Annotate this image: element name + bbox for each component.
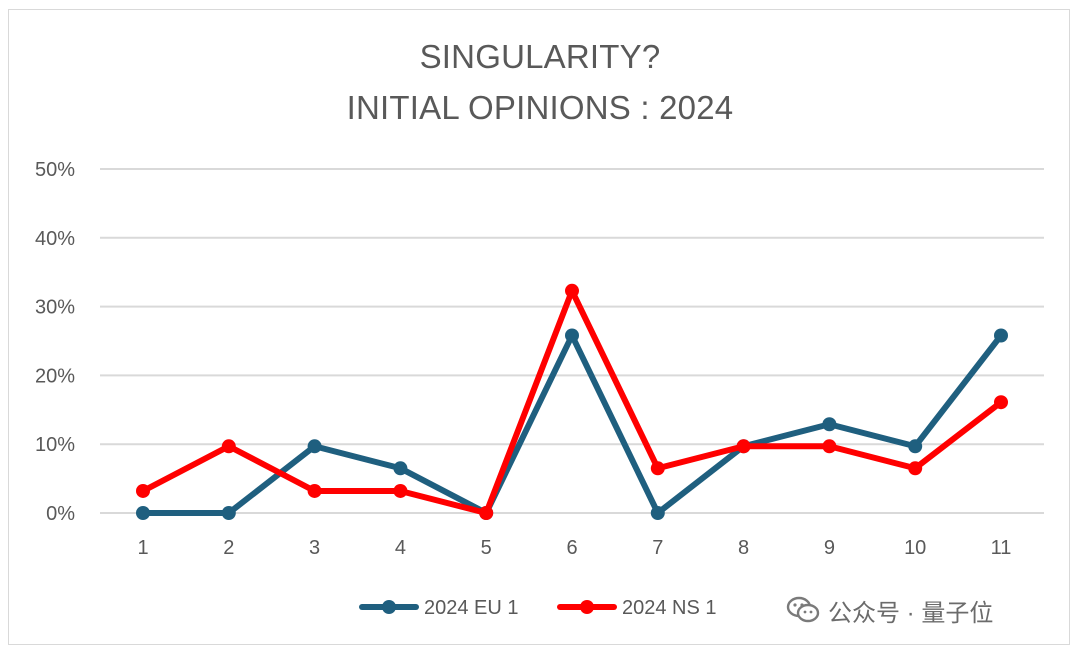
y-tick-label: 40% <box>35 228 75 250</box>
y-tick-label: 20% <box>35 365 75 387</box>
watermark: 公众号 · 量子位 <box>786 593 993 627</box>
y-tick-label: 30% <box>35 297 75 319</box>
legend-swatch-marker <box>580 600 594 614</box>
x-tick-label: 3 <box>309 537 320 559</box>
x-tick-label: 5 <box>481 537 492 559</box>
y-tick-label: 0% <box>46 503 75 525</box>
data-point <box>136 483 150 498</box>
legend-label: 2024 NS 1 <box>622 597 717 619</box>
legend-swatch-marker <box>382 600 396 614</box>
data-point <box>221 506 236 520</box>
watermark-text: 公众号 · 量子位 <box>828 599 994 627</box>
data-point <box>908 461 923 476</box>
data-point <box>994 328 1008 343</box>
data-point <box>908 439 923 454</box>
data-point <box>307 439 322 454</box>
series-layer <box>136 283 1008 520</box>
x-tick-label: 4 <box>395 537 406 559</box>
data-point <box>393 483 408 498</box>
data-point <box>994 395 1008 410</box>
data-point <box>822 439 837 454</box>
data-point <box>565 328 579 343</box>
gridlines <box>100 168 1044 514</box>
wechat-icon <box>786 596 820 623</box>
x-tick-label: 6 <box>566 537 577 559</box>
data-point <box>736 439 751 454</box>
x-tick-label: 8 <box>738 537 749 559</box>
data-point <box>565 283 579 298</box>
data-point <box>822 417 837 432</box>
x-tick-label: 7 <box>652 537 663 559</box>
x-tick-label: 2 <box>223 537 234 559</box>
chart-subtitle: INITIAL OPINIONS : 2024 <box>346 89 734 126</box>
data-point <box>307 483 322 498</box>
series-line <box>140 332 1004 516</box>
chart-frame <box>8 9 1070 645</box>
x-tick-label: 11 <box>991 537 1012 559</box>
legend: 2024 EU 1 2024 NS 1 <box>359 597 717 619</box>
x-tick-label: 1 <box>137 537 148 559</box>
legend-label: 2024 EU 1 <box>424 597 519 619</box>
data-point <box>650 461 665 476</box>
x-tick-label: 10 <box>904 537 926 559</box>
x-tick-label: 9 <box>824 537 835 559</box>
data-point <box>393 461 408 476</box>
y-tick-label: 50% <box>35 159 75 181</box>
data-point <box>136 506 150 520</box>
y-tick-label: 10% <box>35 434 75 456</box>
chart-title: SINGULARITY? <box>419 38 661 75</box>
y-axis-ticks: 0% 10% 20% 30% 40% 50% <box>35 159 75 525</box>
data-point <box>650 506 665 520</box>
data-point <box>221 439 236 454</box>
data-point <box>479 506 494 520</box>
x-axis-ticks: 1 2 3 4 5 6 7 8 9 10 11 <box>137 537 1011 559</box>
